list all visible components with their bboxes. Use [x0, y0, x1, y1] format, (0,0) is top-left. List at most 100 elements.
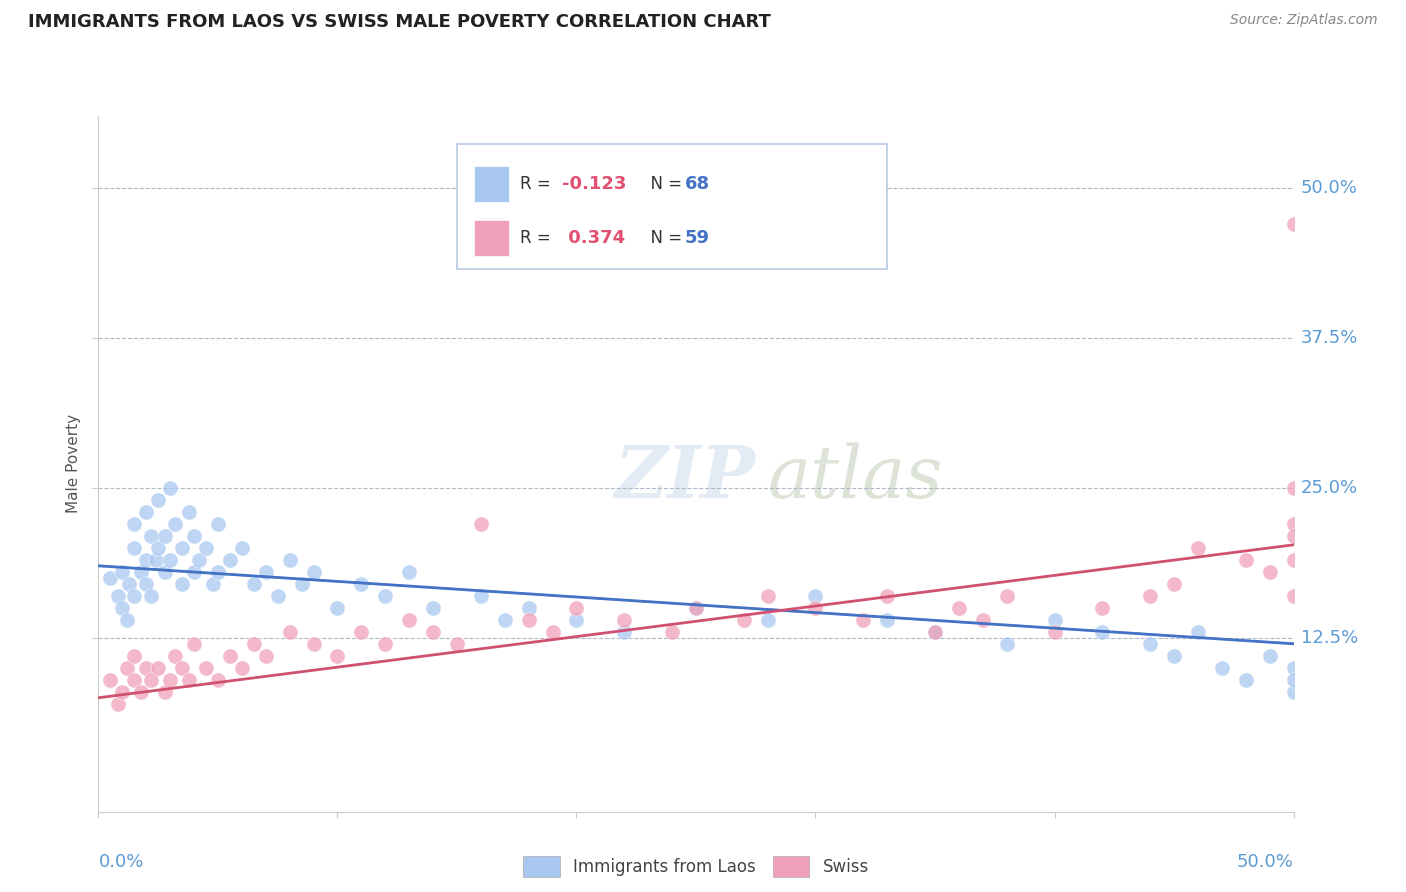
Text: 50.0%: 50.0% [1301, 179, 1357, 197]
Point [107, 589, 129, 603]
Point [565, 600, 588, 615]
Point [1234, 553, 1257, 567]
Point [290, 576, 312, 591]
Point [1163, 648, 1185, 663]
Text: 59: 59 [685, 228, 710, 247]
Point [267, 589, 290, 603]
Point [163, 516, 186, 531]
Point [135, 505, 157, 519]
Point [995, 637, 1018, 651]
Point [111, 600, 134, 615]
Point [804, 600, 827, 615]
Point [326, 648, 349, 663]
Point [172, 541, 194, 555]
Point [207, 673, 229, 687]
Point [1258, 648, 1281, 663]
Point [159, 553, 181, 567]
Point [350, 576, 373, 591]
Point [685, 600, 707, 615]
Point [398, 613, 420, 627]
Point [207, 516, 229, 531]
Text: 12.5%: 12.5% [1301, 629, 1358, 647]
Text: R =: R = [520, 175, 557, 193]
Point [219, 553, 242, 567]
Point [661, 624, 683, 639]
Point [254, 565, 277, 579]
Point [139, 589, 162, 603]
Point [756, 613, 779, 627]
Text: R =: R = [520, 228, 557, 247]
Point [183, 637, 205, 651]
Point [972, 613, 994, 627]
Point [302, 637, 325, 651]
Point [374, 637, 396, 651]
Text: 0.0%: 0.0% [98, 854, 143, 871]
Point [231, 541, 253, 555]
Point [194, 661, 217, 675]
Point [613, 613, 636, 627]
Text: atlas: atlas [768, 442, 943, 513]
Point [1282, 481, 1305, 495]
Point [374, 589, 396, 603]
Text: N =: N = [640, 175, 688, 193]
Text: -0.123: -0.123 [562, 175, 627, 193]
Point [517, 600, 540, 615]
Point [422, 600, 444, 615]
Point [179, 505, 201, 519]
Point [1282, 673, 1305, 687]
Point [111, 685, 134, 699]
Point [98, 571, 122, 585]
Point [219, 648, 242, 663]
Point [172, 661, 194, 675]
Point [350, 624, 373, 639]
Point [135, 576, 157, 591]
Point [139, 529, 162, 543]
Point [565, 613, 588, 627]
Text: 25.0%: 25.0% [1301, 479, 1358, 497]
Point [163, 648, 186, 663]
Point [541, 624, 564, 639]
Point [183, 565, 205, 579]
Point [302, 565, 325, 579]
Point [1282, 529, 1305, 543]
Point [422, 624, 444, 639]
Point [202, 576, 225, 591]
Point [1091, 624, 1114, 639]
Point [948, 600, 970, 615]
Point [613, 624, 636, 639]
Point [1282, 685, 1305, 699]
Point [131, 565, 153, 579]
Point [187, 553, 209, 567]
Point [135, 661, 157, 675]
Point [194, 541, 217, 555]
Point [1187, 624, 1209, 639]
Point [207, 565, 229, 579]
Point [124, 541, 146, 555]
Point [1043, 624, 1066, 639]
Point [254, 648, 277, 663]
Text: 50.0%: 50.0% [1237, 854, 1294, 871]
Text: N =: N = [640, 228, 688, 247]
Point [243, 576, 266, 591]
Point [183, 529, 205, 543]
Point [1163, 576, 1185, 591]
Point [243, 637, 266, 651]
Point [446, 637, 468, 651]
Point [756, 589, 779, 603]
Point [179, 673, 201, 687]
Point [398, 565, 420, 579]
Point [852, 613, 875, 627]
Text: 68: 68 [685, 175, 710, 193]
Point [155, 565, 177, 579]
Point [148, 492, 170, 507]
Point [155, 685, 177, 699]
Point [1282, 217, 1305, 231]
Point [172, 576, 194, 591]
Point [517, 613, 540, 627]
Point [1282, 589, 1305, 603]
Point [139, 673, 162, 687]
Point [1258, 565, 1281, 579]
Point [118, 576, 141, 591]
Point [685, 600, 707, 615]
Point [924, 624, 946, 639]
